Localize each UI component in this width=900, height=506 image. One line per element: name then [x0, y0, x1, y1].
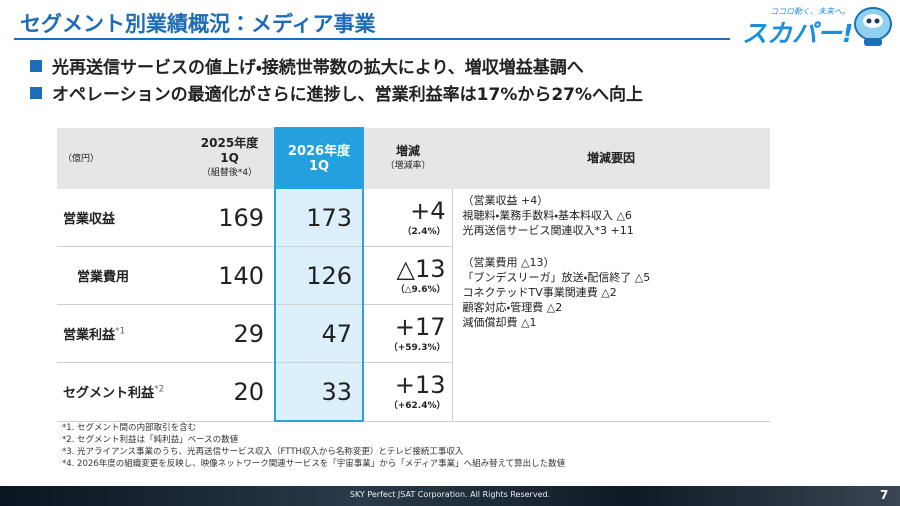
- row-label-note: *2: [154, 384, 165, 395]
- change-cell: +4 （2.4%）: [363, 189, 452, 247]
- value-2025: 20: [185, 362, 275, 422]
- reason-line: 「ブンデスリーガ」放送・配信終了 △5: [462, 271, 651, 284]
- value-2026: 173: [274, 189, 364, 247]
- value-2026: 126: [274, 246, 364, 305]
- row-label-cell: 営業収益: [57, 189, 185, 247]
- logo-icon: [854, 7, 892, 46]
- value-2025: 29: [185, 304, 275, 363]
- change-cell: △13 （△9.6%）: [363, 246, 452, 305]
- reasons-cell: （営業収益 +4） 視聴料・業務手数料・基本料収入 △6 光再送信サービス関連収入*…: [451, 189, 770, 422]
- row-label: セグメント利益: [63, 386, 155, 402]
- reason-line: 視聴料・業務手数料・基本料収入 △6: [462, 209, 632, 222]
- col-note: （組替後*4）: [201, 168, 258, 178]
- reason-line: 顧客対応・管理費 △2: [462, 301, 563, 314]
- unit: （億円）: [63, 154, 100, 164]
- row-label-cell: 営業費用: [57, 246, 185, 305]
- change: +13: [394, 371, 446, 400]
- row: セグメント利益*2 20 33 +13 （+62.4%）: [57, 362, 770, 422]
- title: セグメント別業績概況：メディア事業: [20, 12, 376, 36]
- change-rate: （2.4%）: [402, 227, 446, 237]
- row: 営業費用 140 126 △13 （△9.6%）: [57, 246, 770, 305]
- change-cell: +17 （+59.3%）: [363, 304, 452, 363]
- change-rate: （+59.3%）: [388, 343, 446, 353]
- value-2026: 33: [274, 362, 364, 422]
- row: 営業収益 169 173 +4 （2.4%） （営業収益 +4） 視聴料・業務手数料・基本料…: [57, 189, 770, 422]
- reason-line: 光再送信サービス関連収入*3 +11: [462, 224, 634, 237]
- logo-tagline: ココロ動く、未来へ。: [770, 7, 850, 16]
- col-head: 1Q: [308, 159, 330, 174]
- change: +17: [394, 313, 446, 341]
- value-2025: 140: [185, 246, 275, 305]
- title-rule: [14, 38, 730, 40]
- row-label: 営業収益: [63, 212, 116, 227]
- col-head: 1Q: [220, 151, 239, 165]
- row-label-cell: 営業利益*1: [57, 304, 185, 363]
- row-label: 営業費用: [77, 270, 130, 285]
- bullet: 光再送信サービスの値上げ・接続世帯数の拡大により、増収増益基調へ: [30, 53, 584, 78]
- value-2025: 169: [185, 189, 275, 247]
- change: +4: [410, 197, 446, 225]
- page-number: 7: [880, 488, 889, 502]
- logo: スカパー!: [742, 19, 854, 48]
- col-note: （増減率）: [385, 160, 431, 171]
- change: △13: [396, 255, 446, 283]
- reason-block: （営業費用 △13） 「ブンデスリーガ」放送・配信終了 △5 コネクテッドTV事業関…: [463, 255, 651, 330]
- footnote: *4. 2026年度の組織変更を反映し、映像ネットワーク関連サービスを「宇宙事業…: [62, 459, 566, 469]
- footer-bar: [0, 486, 900, 506]
- results-table: （億円） 2025年度 1Q （組替後*4） 2026年度 1Q 増減 （増減率） 増減…: [57, 127, 770, 422]
- change-rate: （△9.6%）: [395, 285, 446, 295]
- bullet: オペレーションの最適化がさらに進捗し、営業利益率は17%から27%へ向上: [30, 80, 643, 105]
- row-label-note: *1: [115, 326, 126, 337]
- copyright: SKY Perfect JSAT Corporation. All Rights…: [349, 490, 551, 499]
- change-cell: +13 （+62.4%）: [363, 362, 452, 422]
- footnote: *3. 光アライアンス事業のうち、光再送信サービス収入（FTTH収入から名称変更…: [62, 447, 464, 457]
- col-head: 増減: [395, 143, 420, 158]
- value-2026: 47: [274, 304, 364, 363]
- row: 営業利益*1 29 47 +17 （+59.3%）: [57, 304, 770, 363]
- row-label: 営業利益: [63, 328, 116, 343]
- col-head: 2026年度: [287, 144, 351, 159]
- change-rate: （+62.4%）: [388, 401, 446, 412]
- footnote: *1. セグメント間の内部取引を含む: [62, 423, 197, 433]
- col-head: 2025年度: [200, 136, 259, 150]
- reason-line: （営業収益 +4）: [462, 194, 549, 207]
- reason-line: （営業費用 △13）: [462, 256, 555, 269]
- footnotes: *1. セグメント間の内部取引を含む *2. セグメント利益は「純利益」ベースの数…: [62, 422, 565, 470]
- col-head: 増減要因: [452, 128, 770, 189]
- row-label-cell: セグメント利益*2: [57, 362, 185, 422]
- reason-line: 減価償却費 △1: [462, 316, 537, 329]
- footnote: *2. セグメント利益は「純利益」ベースの数値: [62, 435, 239, 445]
- reason-line: コネクテッドTV事業関連費 △2: [462, 286, 617, 299]
- reason-block: （営業収益 +4） 視聴料・業務手数料・基本料収入 △6 光再送信サービス関連収入*…: [463, 193, 634, 238]
